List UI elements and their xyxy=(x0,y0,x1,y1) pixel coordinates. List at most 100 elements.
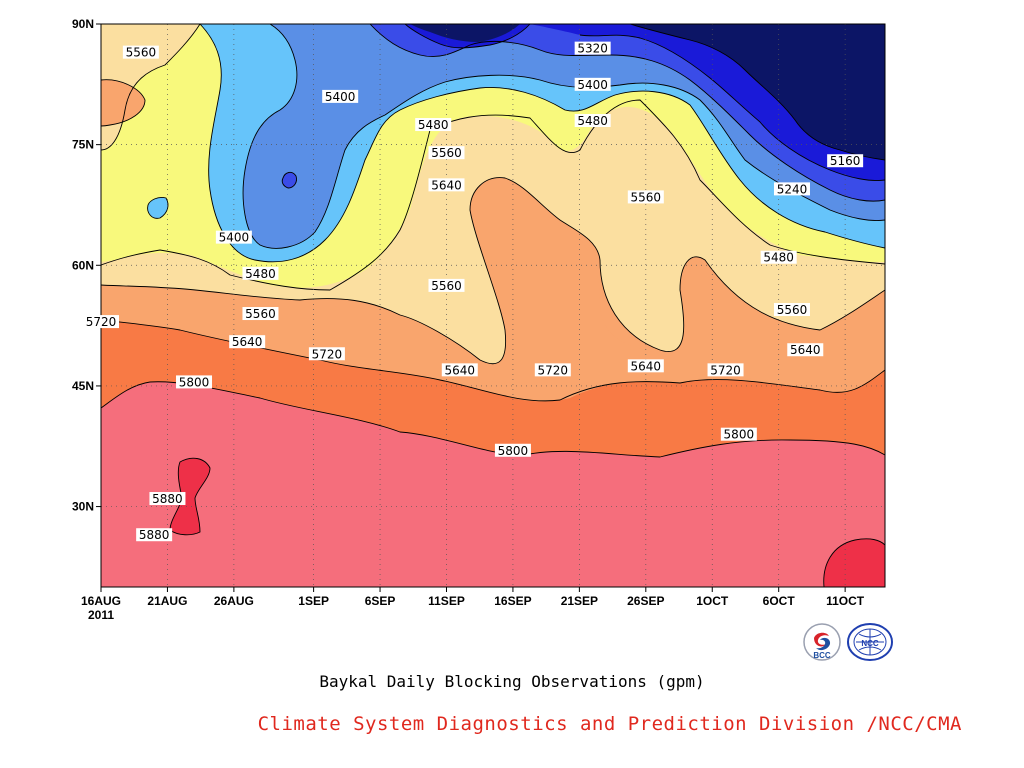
contour-label: 5480 xyxy=(574,114,611,128)
contour-label-text: 5400 xyxy=(325,90,356,104)
contour-line xyxy=(101,177,885,365)
fill-lt5160 xyxy=(630,24,885,160)
contour-label: 5640 xyxy=(441,363,478,377)
contour-label: 5560 xyxy=(242,307,279,321)
contour-line xyxy=(823,538,885,587)
x-tick-label: 21SEP xyxy=(561,594,598,608)
contour-label: 5640 xyxy=(428,178,465,192)
fill-gt5880 xyxy=(823,538,885,587)
contour-label-text: 5240 xyxy=(777,182,808,196)
contour-label: 5480 xyxy=(415,118,452,132)
contour-line xyxy=(101,319,885,402)
y-tick-label: 45N xyxy=(72,379,94,393)
contour-line xyxy=(369,24,885,202)
contour-line xyxy=(281,171,297,189)
x-tick-label: 11OCT xyxy=(826,594,865,608)
x-tick-label: 16SEP xyxy=(494,594,531,608)
contour-label-text: 5640 xyxy=(631,359,662,373)
contour-label-text: 5480 xyxy=(763,251,794,265)
fill-5640-5720 xyxy=(101,79,145,126)
contour-label: 5800 xyxy=(720,427,757,442)
x-year-label: 2011 xyxy=(88,608,114,622)
contour-line xyxy=(101,79,146,127)
contour-label: 5640 xyxy=(627,359,664,373)
contour-line xyxy=(199,24,885,263)
bcc-logo: BCC xyxy=(803,623,841,661)
contour-label: 5560 xyxy=(428,146,465,160)
contour-label: 5560 xyxy=(773,303,810,317)
contour-label: 5880 xyxy=(149,492,186,506)
contour-label-text: 5800 xyxy=(179,375,210,389)
contour-label-text: 5480 xyxy=(577,114,608,128)
fill-5640-5720 xyxy=(475,174,885,402)
contour-label: 5400 xyxy=(322,89,359,104)
ncc-logo-text: NCC xyxy=(861,639,879,648)
contour-label-text: 5720 xyxy=(538,363,569,377)
fill-5400-5480 xyxy=(147,197,168,219)
contour-label: 5160 xyxy=(827,154,864,168)
grid-lines xyxy=(101,24,885,587)
contour-line xyxy=(147,197,169,219)
fill-5240-5320 xyxy=(282,172,297,188)
contour-label: 5720 xyxy=(83,315,119,329)
contour-label: 5880 xyxy=(136,528,173,542)
contour-label-text: 5560 xyxy=(431,279,462,293)
plot-frame xyxy=(100,23,886,588)
contour-label-text: 5880 xyxy=(139,528,170,542)
x-tick-label: 6SEP xyxy=(365,594,396,608)
contour-label-text: 5560 xyxy=(245,307,276,321)
contour-label: 5720 xyxy=(308,347,345,361)
contour-label: 5640 xyxy=(229,335,266,349)
ncc-logo: NCC xyxy=(847,623,893,661)
contour-label: 5640 xyxy=(787,343,824,357)
contour-label-text: 5640 xyxy=(445,363,476,377)
contour-label-text: 5400 xyxy=(577,78,608,92)
contour-label-text: 5880 xyxy=(152,492,183,506)
contour-label: 5560 xyxy=(627,190,664,204)
contour-label-text: 5640 xyxy=(431,178,462,192)
contour-label-text: 5800 xyxy=(724,428,755,442)
fill-gt5880 xyxy=(170,458,210,535)
x-tick-label: 11SEP xyxy=(428,594,465,608)
contour-label-text: 5720 xyxy=(710,363,741,377)
bcc-logo-text: BCC xyxy=(813,651,831,660)
contour-label-text: 5480 xyxy=(418,118,449,132)
contour-label: 5720 xyxy=(534,363,571,377)
chart-caption: Baykal Daily Blocking Observations (gpm) xyxy=(319,672,705,691)
x-tick-label: 1OCT xyxy=(696,594,729,608)
contour-line xyxy=(101,24,201,151)
x-tick-label: 1SEP xyxy=(298,594,329,608)
contour-label-text: 5560 xyxy=(126,46,157,60)
contour-label-text: 5400 xyxy=(219,231,250,245)
contour-label-text: 5560 xyxy=(431,146,462,160)
y-tick-label: 90N xyxy=(72,17,94,31)
contour-label: 5800 xyxy=(176,375,213,389)
y-tick-label: 75N xyxy=(72,138,94,152)
y-tick-label: 60N xyxy=(72,258,94,272)
x-tick-label: 6OCT xyxy=(763,594,796,608)
axis-ticks: 16AUG 21AUG 26AUG 1SEP 6SEP 11SEP 16SEP 21SEP 26… xyxy=(72,17,865,622)
x-tick-label: 21AUG xyxy=(147,594,187,608)
contour-label: 5560 xyxy=(428,278,465,293)
contour-label-text: 5640 xyxy=(232,335,263,349)
contour-label: 5800 xyxy=(494,443,531,458)
x-tick-label: 26SEP xyxy=(627,594,664,608)
contour-labels: 5560 5320 5400 5400 5480 5480 5560 5640 5160 5240… xyxy=(83,41,864,542)
x-tick-label: 26AUG xyxy=(214,594,254,608)
contour-label: 5400 xyxy=(574,77,611,92)
y-tick-label: 30N xyxy=(72,500,94,514)
contour-label: 5560 xyxy=(122,45,159,60)
contour-fills xyxy=(101,24,885,587)
contour-label: 5240 xyxy=(773,182,810,196)
contour-line xyxy=(101,99,885,291)
contour-label-text: 5720 xyxy=(86,315,117,329)
contour-label: 5320 xyxy=(574,41,611,56)
contour-label-text: 5320 xyxy=(577,42,608,56)
contour-label: 5480 xyxy=(760,250,797,265)
fill-lt5160 xyxy=(410,24,520,42)
contour-label-text: 5800 xyxy=(498,444,529,458)
contour-label-text: 5640 xyxy=(790,343,821,357)
contour-label-text: 5160 xyxy=(830,154,861,168)
credit-line: Climate System Diagnostics and Predictio… xyxy=(257,713,962,735)
